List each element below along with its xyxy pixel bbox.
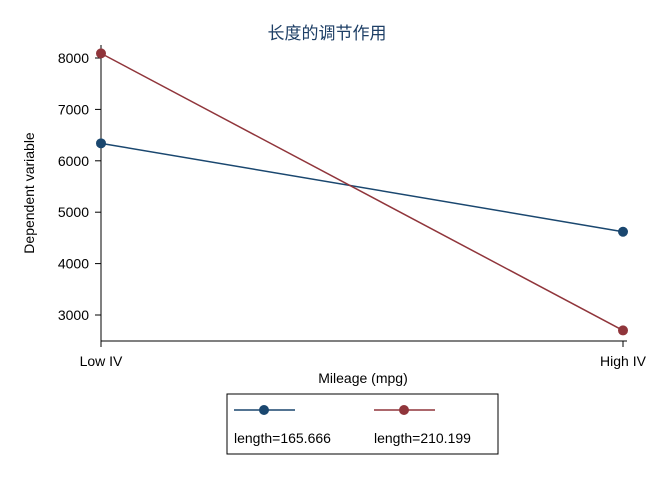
series-1 [96, 138, 628, 237]
data-point [618, 325, 628, 336]
legend-marker [259, 405, 269, 415]
series-2 [96, 48, 628, 336]
data-point [618, 226, 628, 237]
y-axis-label: Dependent variable [21, 132, 37, 254]
data-point [96, 48, 106, 59]
legend-item: length=210.199 [374, 405, 471, 446]
series-layer [96, 48, 628, 336]
series-line [100, 52, 624, 332]
chart-title: 长度的调节作用 [268, 24, 387, 43]
legend-label: length=165.666 [234, 430, 331, 446]
y-tick-label: 4000 [58, 256, 89, 272]
legend-item: length=165.666 [234, 405, 331, 446]
series-line [100, 142, 624, 233]
legend-box [226, 393, 499, 455]
x-tick-label: High IV [600, 353, 647, 369]
legend: length=165.666 length=210.199 [226, 393, 499, 455]
legend-label: length=210.199 [374, 430, 471, 446]
y-tick-label: 6000 [58, 153, 89, 169]
x-axis-ticks: Low IV High IV [80, 341, 647, 369]
x-tick-label: Low IV [80, 353, 123, 369]
y-tick-label: 3000 [58, 307, 89, 323]
y-tick-label: 7000 [58, 101, 89, 117]
y-axis-ticks: 3000 4000 5000 6000 7000 8000 [58, 50, 101, 323]
y-tick-label: 8000 [58, 50, 89, 66]
legend-marker [399, 405, 409, 415]
y-tick-label: 5000 [58, 204, 89, 220]
data-point [96, 138, 106, 149]
x-axis-label: Mileage (mpg) [318, 370, 407, 386]
